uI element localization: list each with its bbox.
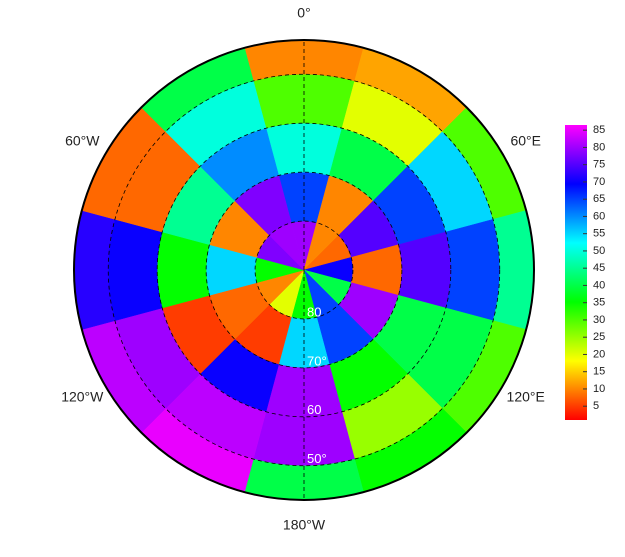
colorbar-label: 60 bbox=[593, 210, 605, 222]
colorbar-scale bbox=[565, 125, 587, 420]
cell bbox=[156, 231, 210, 309]
lon-label: 180°W bbox=[283, 517, 326, 533]
lat-circle bbox=[254, 220, 354, 320]
colorbar-label: 25 bbox=[593, 331, 605, 343]
lon-label: 120°E bbox=[507, 389, 545, 405]
lon-label: 0° bbox=[297, 5, 310, 21]
labels: 80 70° 60 50° 0° 60°E 120°E 180°W 120°W 60°W bbox=[61, 5, 545, 533]
lat-label: 50° bbox=[307, 451, 327, 466]
colorbar-label: 35 bbox=[593, 297, 605, 309]
colorbar-label: 50 bbox=[593, 245, 605, 257]
lon-label: 60°E bbox=[510, 133, 541, 149]
cell bbox=[398, 231, 452, 309]
lat-circle bbox=[205, 171, 403, 369]
lon-label: 60°W bbox=[65, 133, 100, 149]
lon-label: 120°W bbox=[61, 389, 104, 405]
cell bbox=[445, 219, 500, 321]
lat-circle bbox=[156, 122, 452, 418]
colorbar-label: 45 bbox=[593, 262, 605, 274]
colorbar-label: 5 bbox=[593, 400, 599, 412]
lat-circle bbox=[107, 73, 501, 467]
colorbar-label: 10 bbox=[593, 383, 605, 395]
colorbar-label: 55 bbox=[593, 228, 605, 240]
colorbar-label: 20 bbox=[593, 348, 605, 360]
lat-label: 80 bbox=[307, 304, 321, 319]
colorbar-label: 30 bbox=[593, 314, 605, 326]
colorbar: 5 10 15 20 25 30 35 40 45 50 55 60 65 70 75 80 85 bbox=[565, 124, 605, 420]
colorbar-label: 75 bbox=[593, 159, 605, 171]
colorbar-label: 40 bbox=[593, 279, 605, 291]
heatmap bbox=[73, 39, 535, 501]
colorbar-label: 65 bbox=[593, 193, 605, 205]
colorbar-label: 70 bbox=[593, 176, 605, 188]
frame bbox=[73, 39, 535, 501]
colorbar-label: 15 bbox=[593, 366, 605, 378]
lat-label: 70° bbox=[307, 353, 327, 368]
cell bbox=[108, 219, 163, 321]
colorbar-label: 80 bbox=[593, 141, 605, 153]
grid bbox=[73, 39, 535, 501]
colorbar-label: 85 bbox=[593, 124, 605, 136]
lat-label: 60 bbox=[307, 402, 321, 417]
